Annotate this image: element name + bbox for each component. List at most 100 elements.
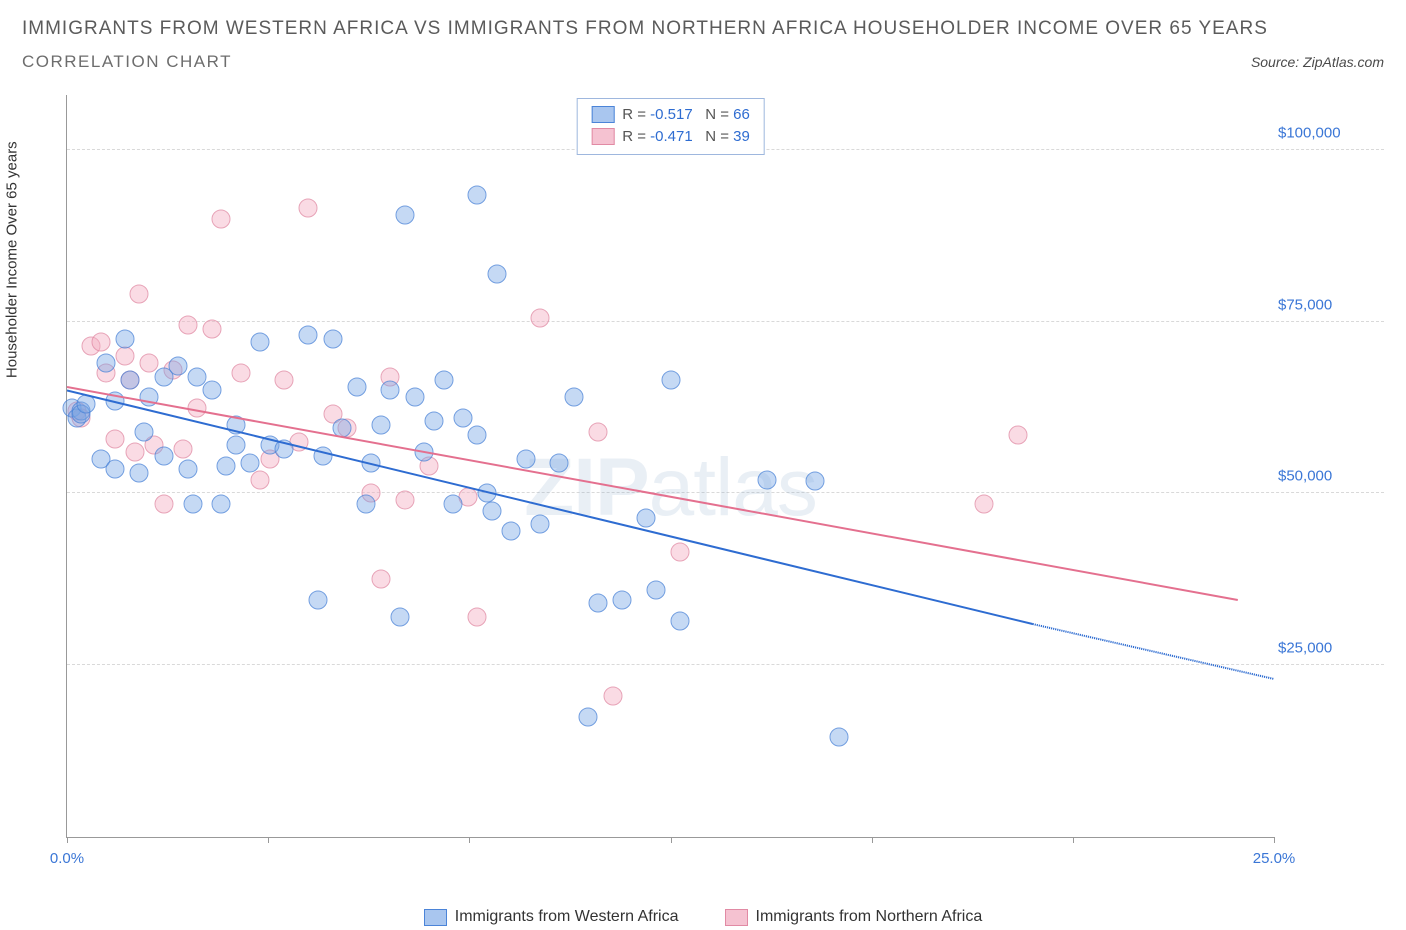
- scatter-point: [299, 199, 318, 218]
- x-tick: [1073, 837, 1074, 843]
- scatter-point: [323, 329, 342, 348]
- chart-subtitle: CORRELATION CHART: [22, 52, 232, 72]
- scatter-point: [516, 450, 535, 469]
- scatter-point: [637, 508, 656, 527]
- legend-row: R = -0.471 N = 39: [591, 126, 750, 148]
- scatter-point: [468, 426, 487, 445]
- legend-item: Immigrants from Western Africa: [424, 908, 679, 926]
- scatter-point: [202, 381, 221, 400]
- scatter-point: [357, 494, 376, 513]
- scatter-point: [135, 422, 154, 441]
- scatter-point: [226, 415, 245, 434]
- scatter-point: [468, 608, 487, 627]
- scatter-point: [487, 264, 506, 283]
- scatter-point: [347, 378, 366, 397]
- scatter-point: [975, 494, 994, 513]
- y-axis-label: Householder Income Over 65 years: [4, 141, 21, 378]
- scatter-point: [309, 590, 328, 609]
- scatter-point: [415, 443, 434, 462]
- grid-line: [67, 664, 1384, 665]
- swatch-pink: [591, 128, 614, 145]
- scatter-point: [217, 457, 236, 476]
- scatter-point: [453, 408, 472, 427]
- chart-area: Householder Income Over 65 years ZIPatla…: [22, 95, 1384, 880]
- scatter-point: [130, 285, 149, 304]
- legend-item: Immigrants from Northern Africa: [725, 908, 983, 926]
- scatter-point: [468, 185, 487, 204]
- source-label: Source: ZipAtlas.com: [1251, 54, 1384, 70]
- scatter-point: [202, 319, 221, 338]
- scatter-point: [115, 347, 134, 366]
- scatter-point: [154, 446, 173, 465]
- scatter-point: [579, 707, 598, 726]
- scatter-point: [212, 209, 231, 228]
- scatter-point: [77, 395, 96, 414]
- y-tick-label: $100,000: [1278, 124, 1378, 141]
- y-tick-label: $25,000: [1278, 640, 1378, 657]
- x-tick: [671, 837, 672, 843]
- scatter-point: [251, 333, 270, 352]
- scatter-point: [603, 687, 622, 706]
- scatter-point: [395, 491, 414, 510]
- grid-line: [67, 492, 1384, 493]
- scatter-point: [178, 316, 197, 335]
- x-tick: [268, 837, 269, 843]
- x-tick: [67, 837, 68, 843]
- y-tick-label: $50,000: [1278, 468, 1378, 485]
- swatch-blue: [424, 909, 447, 926]
- x-tick-label: 0.0%: [50, 850, 84, 867]
- scatter-point: [405, 388, 424, 407]
- scatter-point: [212, 494, 231, 513]
- legend-label: Immigrants from Western Africa: [455, 908, 679, 926]
- scatter-point: [758, 470, 777, 489]
- scatter-point: [1009, 426, 1028, 445]
- scatter-point: [299, 326, 318, 345]
- scatter-point: [444, 494, 463, 513]
- scatter-point: [564, 388, 583, 407]
- scatter-point: [130, 463, 149, 482]
- watermark: ZIPatlas: [524, 441, 817, 535]
- scatter-point: [188, 398, 207, 417]
- scatter-point: [362, 453, 381, 472]
- scatter-point: [478, 484, 497, 503]
- scatter-point: [231, 364, 250, 383]
- chart-title: IMMIGRANTS FROM WESTERN AFRICA VS IMMIGR…: [22, 18, 1384, 40]
- scatter-point: [251, 470, 270, 489]
- y-tick-label: $75,000: [1278, 296, 1378, 313]
- swatch-pink: [725, 909, 748, 926]
- x-tick: [469, 837, 470, 843]
- scatter-point: [482, 501, 501, 520]
- scatter-point: [671, 611, 690, 630]
- scatter-point: [96, 353, 115, 372]
- scatter-point: [226, 436, 245, 455]
- x-tick: [1274, 837, 1275, 843]
- scatter-point: [120, 371, 139, 390]
- scatter-point: [115, 329, 134, 348]
- scatter-point: [106, 391, 125, 410]
- scatter-point: [589, 422, 608, 441]
- scatter-point: [424, 412, 443, 431]
- scatter-point: [106, 460, 125, 479]
- grid-line: [67, 321, 1384, 322]
- scatter-point: [661, 371, 680, 390]
- scatter-point: [169, 357, 188, 376]
- plot-region: ZIPatlas R = -0.517 N = 66 R = -0.471 N …: [66, 95, 1274, 838]
- scatter-point: [154, 494, 173, 513]
- scatter-point: [531, 515, 550, 534]
- scatter-point: [806, 472, 825, 491]
- scatter-point: [333, 419, 352, 438]
- scatter-point: [313, 446, 332, 465]
- scatter-point: [371, 570, 390, 589]
- scatter-point: [647, 580, 666, 599]
- scatter-point: [613, 590, 632, 609]
- scatter-point: [671, 542, 690, 561]
- scatter-point: [275, 371, 294, 390]
- scatter-point: [502, 522, 521, 541]
- scatter-point: [434, 371, 453, 390]
- scatter-point: [183, 494, 202, 513]
- scatter-point: [550, 453, 569, 472]
- scatter-point: [589, 594, 608, 613]
- scatter-point: [275, 439, 294, 458]
- scatter-point: [91, 333, 110, 352]
- legend-row: R = -0.517 N = 66: [591, 104, 750, 126]
